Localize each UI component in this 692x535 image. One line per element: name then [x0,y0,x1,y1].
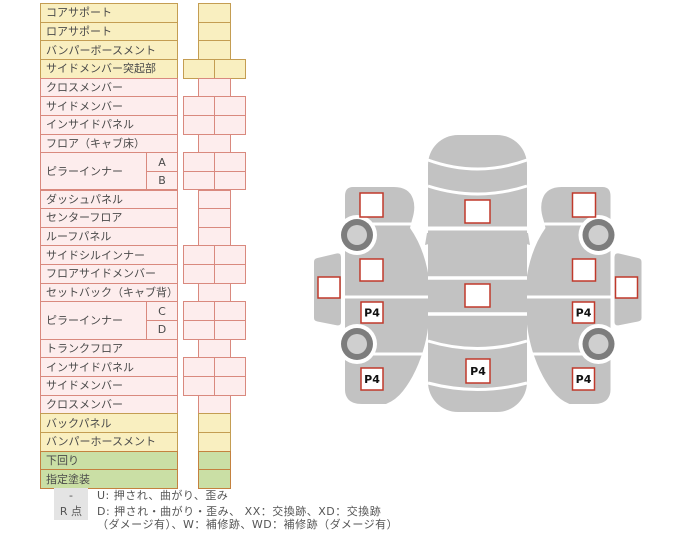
part-label: ピラーインナー [40,152,147,191]
legend-badge-dash: - [54,487,88,503]
damage-grid-cell[interactable] [214,152,246,172]
legend-text-continuation: （ダメージ有）、W：補修跡、WD：補修跡（ダメージ有） [97,518,399,531]
marker-left-rear-fender[interactable] [360,367,384,391]
part-label: コアサポート [40,3,178,23]
part-label: ロアサポート [40,21,178,42]
damage-grid-cell[interactable] [183,264,215,284]
damage-grid-cell[interactable] [183,320,215,340]
marker-right-front-fender[interactable] [571,192,597,218]
part-label: サイドメンバー [40,96,178,116]
damage-grid-cell[interactable] [198,3,231,23]
marker-left-rear-door-label: P4 [364,307,380,320]
part-label: センターフロア [40,208,178,228]
damage-grid-cell[interactable] [198,431,231,452]
part-label: サイドシルインナー [40,245,178,266]
damage-grid-cell[interactable] [198,77,231,98]
damage-grid-cell[interactable] [183,301,215,322]
damage-grid-cell[interactable] [214,264,246,284]
damage-grid-cell[interactable] [198,189,231,210]
damage-grid-cell[interactable] [183,245,215,266]
legend-text-u: U: 押され、曲がり、歪み [97,489,229,502]
damage-grid-cell[interactable] [214,301,246,322]
damage-grid-cell[interactable] [183,170,215,191]
marker-left-panel[interactable] [317,276,341,299]
damage-grid-cell[interactable] [214,58,246,79]
part-label: セットバック（キャブ背） [40,282,178,303]
part-label: バンパーホースメント [40,431,178,452]
damage-grid-cell[interactable] [183,376,215,396]
damage-grid-cell[interactable] [183,152,215,172]
part-label: サイドメンバー突起部 [40,58,178,79]
damage-grid-cell[interactable] [198,338,231,359]
damage-grid-cell[interactable] [183,96,215,116]
damage-grid-cell[interactable] [214,376,246,396]
part-sublabel: D [146,320,178,340]
marker-left-front-door[interactable] [359,258,384,282]
damage-grid-cell[interactable] [198,40,231,60]
marker-top-trunk-label: P4 [470,365,486,378]
damage-grid-cell[interactable] [214,357,246,377]
marker-right-rear-fender-label: P4 [576,373,592,386]
legend-badge-rten: R 点 [54,502,88,520]
marker-right-panel[interactable] [614,276,639,299]
part-label: ダッシュパネル [40,189,178,210]
legend-text-d: D: 押され・曲がり・歪み、 XX：交換跡、XD：交換跡 [97,505,382,518]
part-label: インサイドパネル [40,357,178,377]
legend-row-continuation: （ダメージ有）、W：補修跡、WD：補修跡（ダメージ有） [97,516,398,532]
legend-row-u: - U: 押され、曲がり、歪み [54,487,228,503]
damage-grid-cell[interactable] [198,450,231,471]
marker-left-front-fender[interactable] [359,192,384,218]
marker-right-rear-fender[interactable] [571,367,596,391]
part-label: 下回り [40,450,178,471]
marker-right-rear-door[interactable] [571,301,596,324]
marker-right-rear-door-label: P4 [576,307,592,320]
part-label: フロアサイドメンバー [40,264,178,284]
damage-grid-cell[interactable] [198,282,231,303]
part-label: フロア（キャブ床） [40,133,178,154]
damage-grid-cell[interactable] [198,413,231,433]
part-label: ルーフパネル [40,226,178,247]
part-label: インサイドパネル [40,114,178,135]
marker-top-roof[interactable] [464,283,491,308]
part-label: クロスメンバー [40,77,178,98]
part-label: サイドメンバー [40,376,178,396]
marker-left-rear-fender-label: P4 [364,373,380,386]
damage-grid-cell[interactable] [183,58,215,79]
damage-grid-cell[interactable] [198,208,231,228]
damage-grid-cell[interactable] [214,96,246,116]
legend-row-rten: R 点 D: 押され・曲がり・歪み、 XX：交換跡、XD：交換跡 [54,502,381,520]
marker-right-front-door[interactable] [571,258,597,282]
damage-grid-cell[interactable] [214,320,246,340]
mirror-left-icon [425,231,447,245]
part-label: バンパーボースメント [40,40,178,60]
damage-grid-cell[interactable] [214,245,246,266]
marker-top-trunk[interactable] [465,358,491,384]
part-label: バックパネル [40,413,178,433]
damage-grid-cell[interactable] [198,394,231,415]
vehicle-top-view [425,135,530,412]
damage-grid-cell[interactable] [198,226,231,247]
damage-grid-cell[interactable] [183,357,215,377]
part-label: クロスメンバー [40,394,178,415]
part-sublabel: C [146,301,178,322]
part-label: 指定塗装 [40,469,178,489]
damage-grid-cell[interactable] [214,114,246,135]
damage-grid-cell[interactable] [198,469,231,489]
marker-top-hood[interactable] [464,199,491,224]
damage-grid-cell[interactable] [214,170,246,191]
mirror-right-icon [508,231,530,245]
part-label: トランクフロア [40,338,178,359]
part-sublabel: B [146,170,178,191]
damage-grid-cell[interactable] [198,21,231,42]
damage-grid-cell[interactable] [183,114,215,135]
part-sublabel: A [146,152,178,172]
damage-grid-cell[interactable] [198,133,231,154]
part-label: ピラーインナー [40,301,147,340]
marker-left-rear-door[interactable] [360,301,384,324]
